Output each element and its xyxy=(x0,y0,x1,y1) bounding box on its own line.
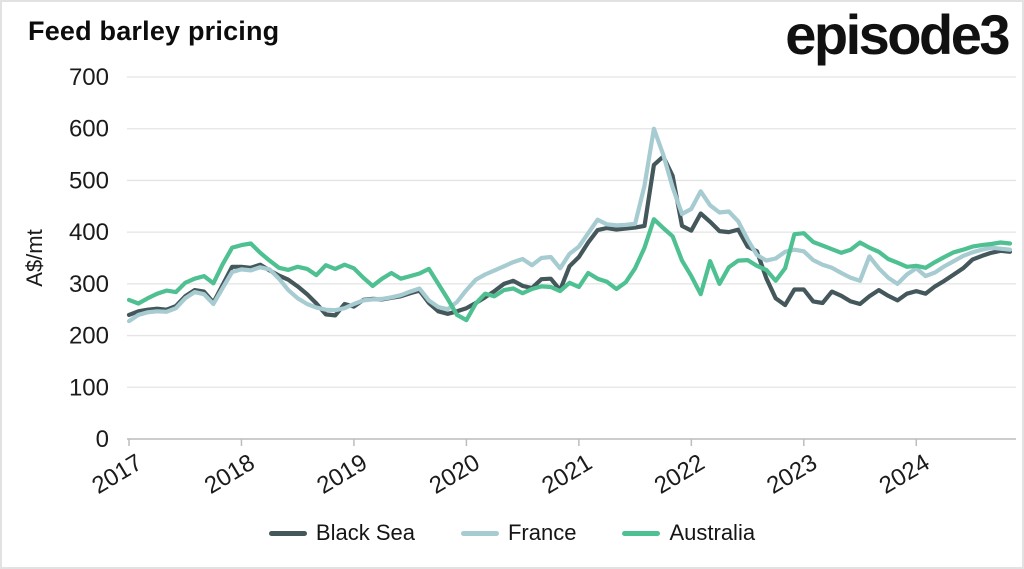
legend-item-france: France xyxy=(460,520,577,546)
legend-label-black-sea: Black Sea xyxy=(315,520,415,545)
x-tick-label: 2024 xyxy=(875,449,935,500)
y-tick-label: 700 xyxy=(69,64,109,91)
series-line-australia xyxy=(126,217,1013,323)
legend-label-australia: Australia xyxy=(669,520,756,545)
legend-item-australia: Australia xyxy=(622,520,755,546)
legend-label-france: France xyxy=(507,520,577,545)
y-axis-label: A$/mt xyxy=(22,229,47,286)
feed-barley-line-chart: 0 100 200 300 400 500 600 700 2017 2018 2019 2020 20… xyxy=(22,64,1016,500)
y-tick-label: 300 xyxy=(69,271,109,298)
x-tick-label: 2022 xyxy=(650,449,710,500)
series-line-france xyxy=(126,126,1013,324)
x-tick-label: 2017 xyxy=(87,449,147,500)
x-tick-label: 2021 xyxy=(537,449,597,500)
episode3-logo: episode3 xyxy=(785,3,1010,66)
y-tick-label: 100 xyxy=(69,374,109,401)
y-tick-label: 600 xyxy=(69,116,109,143)
x-tick-label: 2023 xyxy=(762,449,822,500)
y-tick-label: 400 xyxy=(69,219,109,246)
y-tick-label: 0 xyxy=(96,426,109,453)
y-tick-label: 500 xyxy=(69,167,109,194)
legend-swatch-black-sea xyxy=(268,530,307,536)
legend-swatch-france xyxy=(460,530,499,536)
y-tick-label: 200 xyxy=(69,323,109,350)
x-tick-label: 2020 xyxy=(425,449,485,500)
x-tick-label: 2019 xyxy=(312,449,372,500)
x-tick-label: 2018 xyxy=(200,449,260,500)
legend-item-black-sea: Black Sea xyxy=(268,520,415,546)
chart-title: Feed barley pricing xyxy=(28,16,280,46)
chart-legend: Black Sea France Australia xyxy=(2,520,1022,546)
legend-swatch-australia xyxy=(622,530,661,536)
